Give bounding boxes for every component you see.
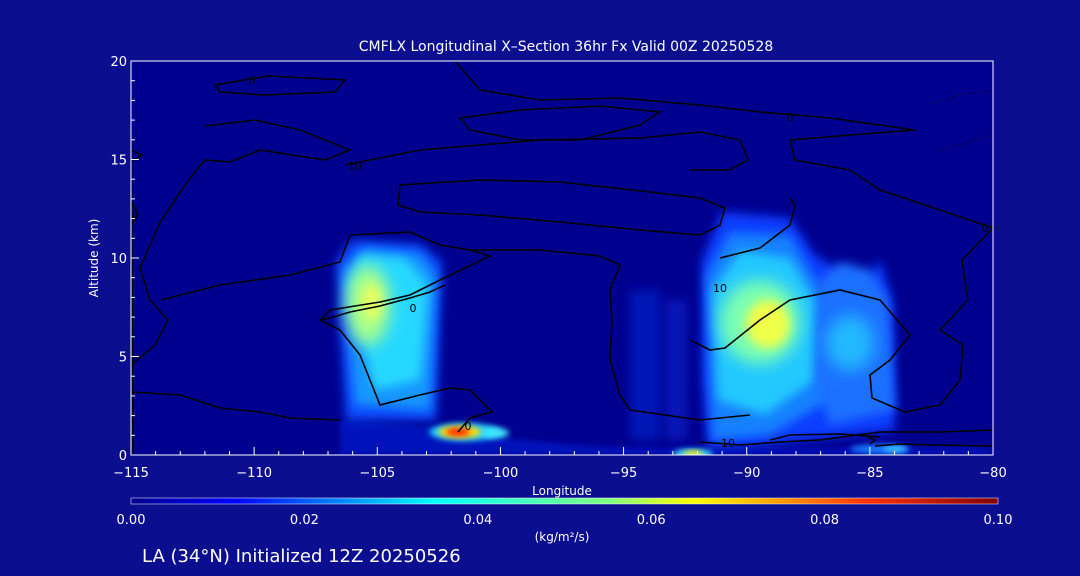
x-tick-label: −115 [113,466,149,481]
colorbar-ticks: 0.00 0.02 0.04 0.06 0.08 0.10 [117,513,1013,528]
y-tick-label: 20 [110,55,127,70]
contour-label: 0 [982,222,989,235]
colorbar-tick-label: 0.10 [984,513,1013,528]
contour-label: 10 [721,437,735,450]
colorbar-tick-label: 0.06 [637,513,666,528]
x-tick-label: −85 [856,466,883,481]
contour-label: 0 [410,302,417,315]
colorbar-tick-label: 0.00 [117,513,146,528]
x-axis: −115 −110 −105 −100 −95 −90 −85 −80 [113,447,1007,481]
chart-title: CMFLX Longitudinal X–Section 36hr Fx Val… [359,39,773,55]
y-axis: 0 5 10 15 20 [110,55,139,464]
station-label: LA (34°N) Initialized 12Z 20250526 [142,546,461,567]
colorbar-label: (kg/m²/s) [535,530,590,544]
contour-lines [131,61,993,455]
y-tick-label: 10 [110,252,127,267]
y-axis-label: Altitude (km) [87,219,101,298]
flux-field [336,212,990,455]
contour-label: 0 [132,209,139,222]
x-tick-label: −80 [979,466,1006,481]
y-tick-label: 0 [119,449,127,464]
x-tick-label: −105 [359,466,395,481]
contour-labels: 0 0 10 10 0 0 10 0 0 [132,74,989,450]
contour-label: 0 [787,111,794,124]
contour-label: 0 [465,420,472,433]
x-tick-label: −95 [610,466,637,481]
x-tick-label: −100 [483,466,519,481]
y-tick-label: 15 [110,154,127,169]
colorbar-tick-label: 0.02 [290,513,319,528]
y-tick-label: 5 [119,351,127,366]
contour-label: 0 [249,74,256,87]
x-tick-label: −90 [733,466,760,481]
colorbar-tick-label: 0.08 [810,513,839,528]
contour-label: 10 [348,160,362,173]
colorbar [130,497,999,505]
x-axis-label: Longitude [532,484,592,498]
contour-label: 10 [713,282,727,295]
colorbar-tick-label: 0.04 [463,513,492,528]
x-tick-label: −110 [236,466,272,481]
